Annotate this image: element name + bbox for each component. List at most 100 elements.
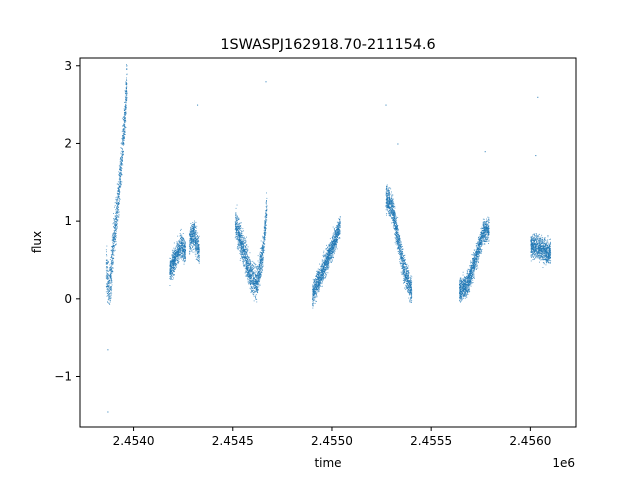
data-point: [182, 238, 184, 240]
data-point: [181, 257, 183, 258]
data-point: [250, 283, 252, 285]
data-point: [338, 238, 340, 240]
data-point: [247, 274, 249, 276]
data-point: [258, 262, 260, 264]
data-point: [244, 249, 246, 251]
data-point: [239, 247, 241, 248]
data-point: [315, 300, 317, 302]
data-point: [333, 251, 334, 253]
data-point: [180, 252, 182, 254]
data-point: [385, 209, 387, 211]
data-point: [236, 233, 238, 235]
data-point: [238, 225, 239, 227]
data-point: [407, 281, 409, 283]
data-point: [190, 226, 192, 228]
data-point: [265, 220, 267, 222]
data-point: [195, 245, 197, 247]
data-point: [239, 235, 241, 237]
data-point: [312, 307, 314, 309]
data-point: [119, 179, 121, 180]
data-point: [250, 291, 252, 293]
data-point: [319, 279, 321, 281]
data-point: [322, 278, 324, 280]
data-point: [337, 233, 339, 235]
data-point: [241, 230, 242, 232]
data-point: [387, 197, 389, 199]
data-point: [182, 242, 184, 244]
data-point: [240, 226, 241, 227]
data-point: [171, 277, 173, 279]
data-point: [239, 225, 241, 227]
data-point: [235, 226, 237, 228]
data-point: [262, 237, 264, 239]
data-point: [123, 137, 125, 139]
data-point: [242, 238, 244, 240]
data-point: [332, 235, 334, 237]
data-point: [240, 238, 242, 240]
data-point: [178, 252, 180, 253]
data-point: [118, 186, 120, 188]
data-point: [317, 276, 319, 278]
data-point: [170, 275, 171, 277]
data-point: [245, 263, 247, 265]
data-point: [261, 258, 263, 260]
data-point: [106, 274, 108, 276]
data-point: [113, 236, 115, 238]
data-point: [318, 290, 320, 292]
data-point: [191, 242, 193, 244]
data-point: [259, 258, 261, 260]
data-point: [177, 253, 179, 255]
data-point: [108, 296, 110, 298]
data-point: [312, 287, 314, 289]
data-point: [258, 275, 259, 277]
data-point: [176, 244, 178, 246]
data-point: [120, 184, 121, 186]
data-point: [331, 253, 332, 255]
data-point: [110, 275, 112, 277]
data-point: [264, 225, 266, 227]
data-point: [256, 289, 258, 291]
data-point: [242, 242, 244, 244]
data-point: [173, 274, 175, 275]
data-point: [177, 252, 178, 254]
data-point: [314, 281, 316, 283]
data-point: [173, 256, 174, 258]
data-point: [198, 244, 200, 246]
data-point: [247, 281, 249, 283]
data-point: [244, 236, 245, 238]
data-point: [109, 267, 111, 268]
data-point: [249, 274, 250, 276]
data-point: [246, 262, 248, 264]
data-point: [126, 77, 127, 79]
data-point: [334, 231, 336, 233]
data-point: [194, 253, 196, 255]
data-point: [238, 236, 240, 238]
data-point: [189, 243, 191, 245]
data-point: [332, 252, 333, 253]
data-point: [318, 281, 320, 283]
data-point: [244, 256, 246, 258]
data-point: [118, 211, 119, 213]
data-point: [322, 269, 324, 271]
data-point: [396, 248, 398, 250]
data-point: [314, 279, 316, 281]
data-point: [191, 239, 193, 240]
data-point: [312, 303, 313, 304]
data-point: [196, 236, 198, 238]
data-point: [197, 259, 199, 261]
data-point: [177, 256, 178, 257]
data-point: [119, 182, 121, 183]
data-point: [253, 300, 255, 302]
data-point: [334, 232, 336, 233]
data-point: [185, 245, 186, 247]
data-point: [253, 286, 254, 288]
data-point: [388, 215, 390, 216]
data-point: [179, 249, 180, 251]
data-point: [321, 273, 323, 275]
data-point: [312, 296, 314, 298]
data-point: [179, 233, 181, 234]
data-point: [336, 231, 338, 232]
data-point: [119, 172, 121, 174]
data-point: [198, 254, 200, 256]
data-point: [194, 238, 195, 239]
